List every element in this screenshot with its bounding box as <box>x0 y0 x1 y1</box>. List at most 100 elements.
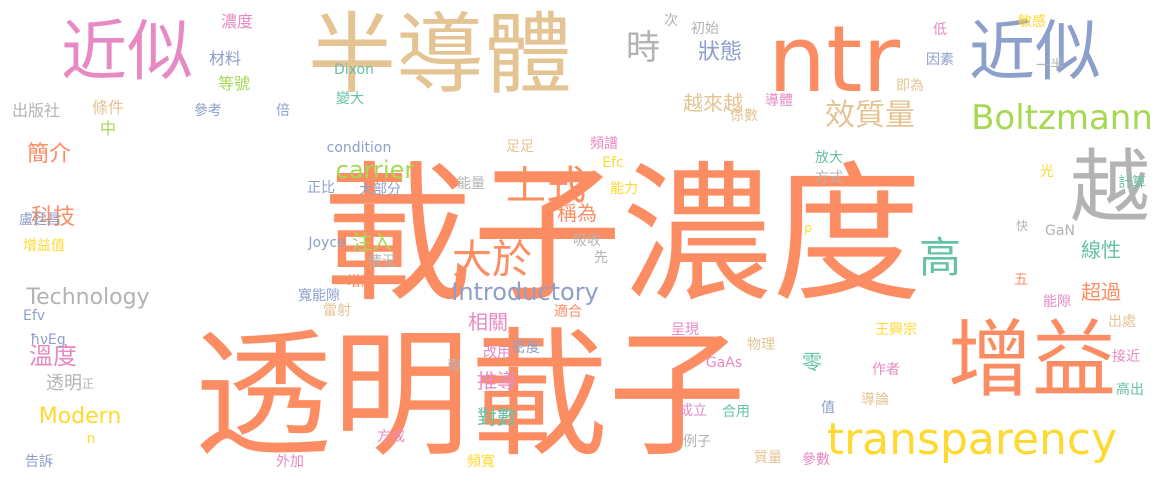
cloud-word: 出處 <box>1108 314 1136 330</box>
cloud-word: 大於 <box>452 237 532 283</box>
cloud-word: 科技 <box>30 205 76 230</box>
cloud-word: 高出 <box>1116 382 1144 398</box>
cloud-word: 低 <box>933 22 947 38</box>
cloud-word: ħνEg <box>30 332 66 348</box>
cloud-word: 透明 <box>46 373 82 394</box>
cloud-word: condition <box>326 140 392 156</box>
cloud-word: 外加 <box>276 454 304 470</box>
cloud-word: carrier <box>335 156 415 184</box>
cloud-word: 稱為 <box>557 201 597 225</box>
cloud-word: 光 <box>1040 164 1054 180</box>
cloud-word: 增益值 <box>23 238 65 254</box>
cloud-word: 線性 <box>1081 238 1121 262</box>
cloud-word: 寬能隙 <box>298 288 340 304</box>
cloud-word: 五 <box>1014 272 1028 288</box>
cloud-word: 吸收 <box>573 233 601 249</box>
cloud-word: 狀態 <box>697 40 743 65</box>
cloud-word: 材料 <box>208 49 242 68</box>
cloud-word: 次 <box>664 13 678 29</box>
cloud-word: 導體 <box>765 93 793 109</box>
cloud-word: 頻譜 <box>590 136 618 152</box>
cloud-word: 先 <box>594 250 608 266</box>
cloud-word: 盧廷昌 <box>19 212 61 228</box>
cloud-word: 頻寬 <box>467 454 495 470</box>
cloud-word: 放大 <box>815 150 843 166</box>
cloud-word: 上式 <box>506 163 586 209</box>
cloud-word: 快 <box>1015 219 1029 233</box>
cloud-word: 條件 <box>91 98 125 117</box>
cloud-word: 倍 <box>276 103 290 119</box>
cloud-word: p <box>804 221 812 235</box>
cloud-word: 越來越 <box>683 91 743 115</box>
cloud-word: 注入 <box>352 230 392 254</box>
cloud-word: 告訴 <box>25 454 53 470</box>
cloud-word: Modern <box>38 404 122 429</box>
cloud-word: n <box>86 431 96 447</box>
cloud-word: 溫度 <box>29 342 77 370</box>
cloud-word: 足足 <box>506 139 534 155</box>
cloud-word: 正比 <box>307 180 335 196</box>
cloud-word: 近似 <box>969 13 1101 90</box>
cloud-word: 計算 <box>1118 175 1146 191</box>
cloud-word: 成立 <box>679 403 707 419</box>
cloud-word: 接近 <box>1112 349 1140 365</box>
cloud-word: GaAs <box>705 355 743 371</box>
cloud-word: 增益 <box>947 311 1117 409</box>
cloud-word: 導論 <box>861 392 889 408</box>
cloud-word: 一半 <box>1036 58 1064 74</box>
cloud-word: 呈現 <box>671 322 699 338</box>
cloud-word: 合用 <box>722 404 750 420</box>
cloud-word: 效質量 <box>825 98 915 133</box>
cloud-word: 超過 <box>1081 280 1121 304</box>
cloud-word: 相關 <box>468 310 508 334</box>
cloud-word: 半導體 <box>307 3 573 106</box>
cloud-word: 值 <box>821 400 835 416</box>
cloud-word: 增加 <box>347 274 375 290</box>
cloud-word: Technology <box>26 285 150 310</box>
cloud-word: 出版社 <box>11 101 61 120</box>
cloud-word: 能隙 <box>1043 294 1071 310</box>
cloud-word: 適合 <box>554 304 582 320</box>
cloud-word: 質量 <box>754 450 782 466</box>
cloud-word: 透明載子 <box>193 315 747 476</box>
cloud-word: 參考 <box>194 103 222 119</box>
cloud-word: 情況 <box>368 254 396 270</box>
cloud-word: 王興宗 <box>875 322 917 338</box>
cloud-word: 中 <box>99 119 117 138</box>
cloud-word: 南 <box>447 358 461 374</box>
cloud-word: 濃度 <box>220 12 254 31</box>
cloud-word: 例子 <box>683 434 711 450</box>
cloud-word: 能量 <box>457 176 485 192</box>
cloud-word: 大部分 <box>359 182 401 198</box>
cloud-word: 載子濃度 <box>321 149 923 323</box>
cloud-word: 改用 <box>483 345 511 361</box>
cloud-word: 正 <box>81 377 95 391</box>
cloud-word: Efc <box>602 155 624 171</box>
cloud-word: 方成 <box>377 429 405 445</box>
cloud-word: 等號 <box>217 74 251 93</box>
cloud-word: GaN <box>1045 223 1075 239</box>
cloud-word: Joyce <box>308 235 346 251</box>
cloud-word: 近似 <box>61 13 193 90</box>
cloud-word: 推導 <box>477 369 517 393</box>
cloud-word: 對數 <box>477 405 517 429</box>
cloud-word: 係數 <box>730 108 758 124</box>
cloud-word: 方式 <box>815 170 843 186</box>
cloud-word: 因素 <box>926 52 954 68</box>
cloud-word: 敏感 <box>1018 14 1046 30</box>
cloud-word: Dixon <box>334 62 374 78</box>
cloud-word: Efv <box>22 308 46 324</box>
cloud-word: 參數 <box>802 452 830 468</box>
cloud-word: Introductory <box>451 278 599 306</box>
cloud-word: 密度 <box>512 340 540 356</box>
cloud-word: Boltzmann <box>971 98 1153 138</box>
cloud-word: 時 <box>626 28 660 68</box>
cloud-word: 零 <box>802 350 822 374</box>
cloud-word: 簡介 <box>26 142 72 167</box>
cloud-word: 越 <box>1070 141 1150 234</box>
cloud-word: 雷射 <box>323 303 351 319</box>
cloud-word: 高 <box>918 233 962 282</box>
cloud-word: 變大 <box>336 91 364 107</box>
cloud-word: 即為 <box>896 78 924 94</box>
